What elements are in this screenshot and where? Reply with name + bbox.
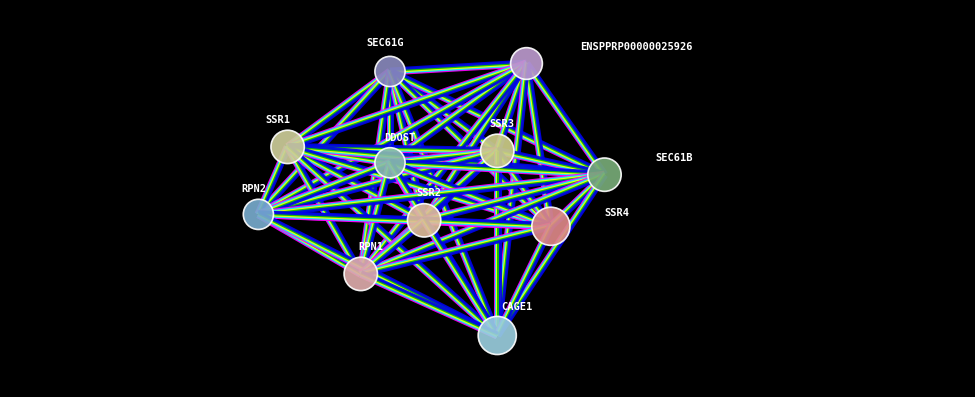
Circle shape [481,134,514,168]
Text: ENSPPRP00000025926: ENSPPRP00000025926 [580,42,692,52]
Circle shape [531,207,570,245]
Text: SEC61G: SEC61G [367,39,404,48]
Text: SSR4: SSR4 [604,208,630,218]
Text: RPN2: RPN2 [241,184,266,194]
Text: RPN1: RPN1 [358,242,383,252]
Text: SSR2: SSR2 [416,189,442,198]
Circle shape [244,199,273,229]
Text: SSR3: SSR3 [489,119,515,129]
Text: SEC61B: SEC61B [655,153,692,163]
Text: CAGE1: CAGE1 [501,303,532,312]
Text: SSR1: SSR1 [265,115,291,125]
Circle shape [478,316,517,355]
Circle shape [271,130,304,164]
Circle shape [375,148,405,178]
Circle shape [375,56,405,87]
Circle shape [344,257,377,291]
Circle shape [408,204,441,237]
Circle shape [511,48,542,79]
Text: DDOST: DDOST [384,133,415,143]
Circle shape [588,158,621,191]
